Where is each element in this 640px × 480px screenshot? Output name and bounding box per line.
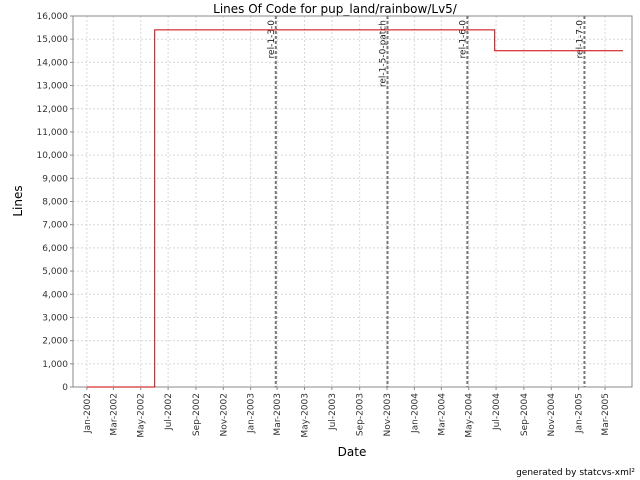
marker-label: rel-1-3-0 (267, 20, 277, 59)
x-tick-label: May-2002 (137, 393, 147, 438)
y-tick-label: 16,000 (37, 12, 69, 22)
y-tick-label: 2,000 (42, 337, 68, 347)
series-line (86, 29, 623, 388)
y-tick-label: 7,000 (42, 221, 68, 231)
x-tick-label: Jul-2004 (492, 393, 502, 431)
x-tick-label: Mar-2003 (273, 393, 283, 436)
x-tick-label: Jul-2003 (328, 393, 338, 431)
x-tick-label: Sep-2003 (356, 393, 366, 436)
y-tick-label: 4,000 (42, 290, 68, 300)
marker-label: rel-1-7-0 (575, 20, 585, 59)
y-axis-ticks: 0 1,000 2,000 3,000 4,000 5,000 6,000 7,000 8,00… (37, 12, 73, 393)
x-tick-label: Sep-2002 (192, 393, 202, 436)
x-tick-label: Nov-2004 (547, 393, 557, 437)
y-axis-label: Lines (11, 185, 25, 216)
x-tick-label: Mar-2004 (437, 393, 447, 436)
chart-title: Lines Of Code for pup_land/rainbow/Lv5/ (213, 2, 458, 16)
x-tick-label: Mar-2002 (109, 393, 119, 436)
x-tick-label: Jan-2004 (410, 393, 420, 434)
y-tick-label: 14,000 (37, 58, 69, 68)
grid (73, 15, 632, 388)
x-tick-label: Mar-2005 (601, 393, 611, 436)
x-tick-label: Jan-2005 (575, 393, 585, 434)
y-tick-label: 0 (62, 383, 68, 393)
y-tick-label: 5,000 (42, 267, 68, 277)
y-tick-label: 12,000 (37, 105, 69, 115)
series (86, 29, 623, 388)
x-tick-label: Jan-2002 (83, 393, 93, 434)
y-tick-label: 6,000 (42, 244, 68, 254)
y-tick-label: 3,000 (42, 313, 68, 323)
y-tick-label: 9,000 (42, 174, 68, 184)
x-tick-label: May-2003 (300, 393, 310, 438)
plot-area (72, 15, 633, 388)
x-tick-label: Nov-2003 (383, 393, 393, 436)
marker-label: rel-1-5-0-patch (378, 20, 388, 87)
x-axis-label: Date (338, 445, 367, 459)
y-tick-label: 10,000 (37, 151, 69, 161)
x-tick-label: Jan-2003 (247, 393, 257, 434)
x-tick-label: Sep-2004 (520, 393, 530, 436)
footer-credit: generated by statcvs-xml² (516, 468, 635, 478)
y-tick-label: 1,000 (42, 360, 68, 370)
y-tick-label: 11,000 (37, 128, 69, 138)
y-tick-label: 15,000 (37, 35, 69, 45)
x-tick-label: May-2004 (465, 393, 475, 438)
marker-label: rel-1-6-0 (458, 20, 468, 59)
x-axis-ticks: Jan-2002 Mar-2002 May-2002 Jul-2002 Sep-2002… (83, 387, 611, 438)
x-tick-label: Nov-2002 (219, 393, 229, 436)
markers: rel-1-3-0 rel-1-5-0-patch rel-1-6-0 rel-1-7… (267, 16, 586, 387)
x-tick-label: Jul-2002 (164, 393, 174, 431)
y-tick-label: 13,000 (37, 82, 69, 92)
y-tick-label: 8,000 (42, 198, 68, 208)
